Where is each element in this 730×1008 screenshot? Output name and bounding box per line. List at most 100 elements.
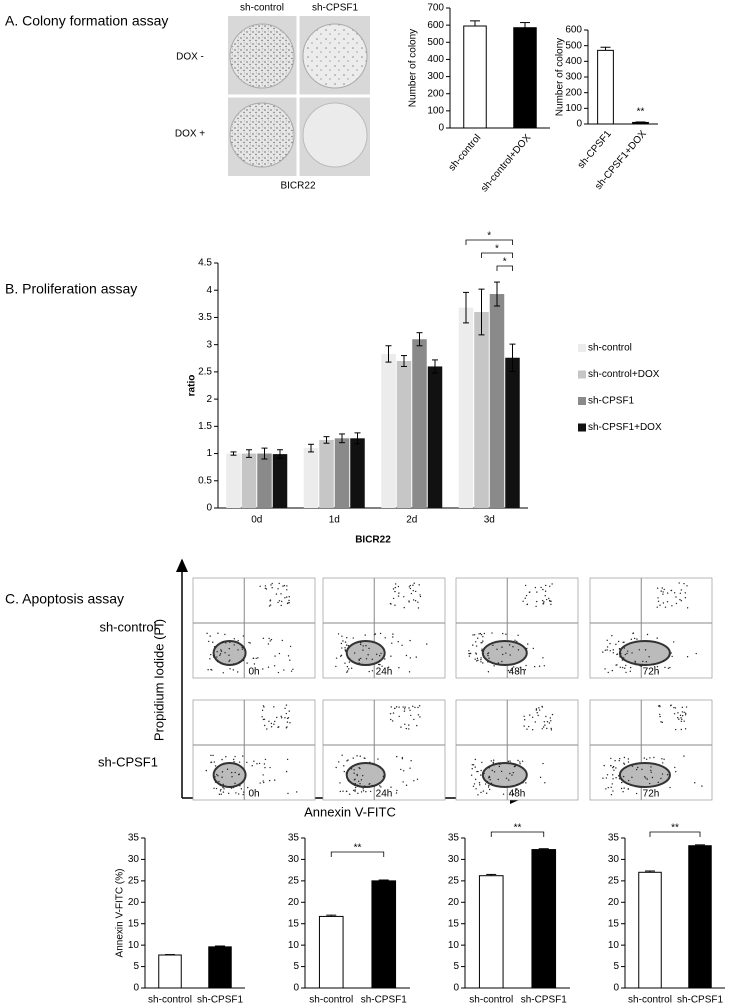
panel-title: A. Colony formation assay xyxy=(5,13,168,29)
flow-dot xyxy=(392,633,394,635)
timepoint-label: 48h xyxy=(509,667,526,678)
bar xyxy=(632,121,649,125)
bar xyxy=(208,946,232,989)
flow-dot xyxy=(468,650,470,652)
flow-dot xyxy=(286,585,288,587)
flow-dot xyxy=(269,604,272,606)
flow-dot xyxy=(373,785,376,787)
flow-dot xyxy=(516,640,518,643)
flow-dot xyxy=(232,758,235,761)
flow-dot xyxy=(346,637,348,639)
bar xyxy=(319,439,334,508)
flow-dot xyxy=(288,601,290,604)
flow-dot xyxy=(287,717,290,719)
flow-dot xyxy=(621,659,624,661)
flow-dot xyxy=(647,640,649,643)
flow-dot xyxy=(674,766,676,769)
flow-dot xyxy=(493,665,495,667)
flow-dot xyxy=(473,783,476,785)
flow-dot xyxy=(488,788,491,791)
flow-dot xyxy=(226,768,229,770)
flow-dot xyxy=(264,585,267,587)
flow-dot xyxy=(659,705,661,708)
flow-dot xyxy=(356,784,359,786)
flow-dot xyxy=(475,645,478,647)
flow-dot xyxy=(347,657,349,659)
y-tick-label: 10 xyxy=(448,940,460,951)
flow-dot xyxy=(362,645,364,647)
flow-dot xyxy=(412,589,414,592)
x-tick-label: sh-control xyxy=(469,995,513,1003)
timepoint-label: 0h xyxy=(248,667,259,678)
y-tick-label: 0.5 xyxy=(198,475,212,486)
flow-dot xyxy=(481,648,483,650)
flow-dot xyxy=(212,654,215,657)
flow-dot xyxy=(509,654,511,656)
flow-dot xyxy=(284,717,286,719)
flow-dot xyxy=(482,662,484,664)
flow-dot xyxy=(246,761,248,764)
flow-dot xyxy=(664,666,666,669)
flow-dot xyxy=(220,649,222,651)
flow-dot xyxy=(229,659,231,661)
flow-dot xyxy=(257,657,259,659)
flow-dot xyxy=(662,602,665,604)
flow-dot xyxy=(490,760,493,762)
flow-dot xyxy=(526,728,528,730)
flow-dot xyxy=(356,774,358,777)
flow-dot xyxy=(635,768,638,771)
flow-dot xyxy=(480,657,482,659)
flow-dot xyxy=(542,762,544,765)
flow-dot xyxy=(666,601,669,603)
flow-dot xyxy=(362,649,364,651)
y-tick-label: 0 xyxy=(576,119,582,130)
flow-dot xyxy=(270,726,273,728)
flow-dot xyxy=(476,657,479,660)
flow-dot xyxy=(377,663,380,666)
flow-dot xyxy=(278,652,281,655)
flow-dot xyxy=(262,637,265,640)
flow-dot xyxy=(225,756,227,758)
flow-dot xyxy=(405,654,408,657)
flow-dot xyxy=(683,755,685,757)
flow-dot xyxy=(278,600,281,602)
flow-dot xyxy=(239,785,241,787)
flow-dot xyxy=(357,792,359,795)
flow-dot xyxy=(389,712,392,715)
legend-label: sh-CPSF1+DOX xyxy=(588,422,662,433)
flow-dot xyxy=(480,791,482,794)
cell-cluster xyxy=(481,762,528,788)
flow-dot xyxy=(695,652,697,655)
flow-dot xyxy=(673,592,676,594)
flow-dot xyxy=(492,761,495,763)
flow-dot xyxy=(476,637,479,639)
flow-dot xyxy=(258,762,261,765)
flow-dot xyxy=(602,777,604,779)
flow-dot xyxy=(480,661,482,663)
flow-dot xyxy=(684,714,687,716)
flow-dot xyxy=(680,728,682,731)
flow-dot xyxy=(357,780,360,783)
bar xyxy=(158,954,182,989)
flow-dot xyxy=(352,637,354,639)
flow-dot xyxy=(499,763,501,765)
flow-dot xyxy=(277,588,279,590)
flow-dot xyxy=(404,706,406,708)
flow-dot xyxy=(227,792,230,795)
flow-dot xyxy=(685,706,688,708)
flow-dot xyxy=(404,723,406,725)
flow-dot xyxy=(401,756,404,759)
flow-dot xyxy=(362,774,364,777)
flow-dot xyxy=(381,665,383,667)
flow-dot xyxy=(284,597,286,599)
flow-dot xyxy=(394,707,396,710)
flow-dot xyxy=(630,638,633,641)
bar xyxy=(427,366,443,508)
significance-label: * xyxy=(503,257,507,268)
flow-dot xyxy=(346,670,349,672)
flow-dot xyxy=(505,652,507,654)
flow-dot xyxy=(367,654,369,656)
flow-dot xyxy=(242,635,245,637)
flow-dot xyxy=(472,785,475,787)
flow-dot xyxy=(378,659,381,662)
